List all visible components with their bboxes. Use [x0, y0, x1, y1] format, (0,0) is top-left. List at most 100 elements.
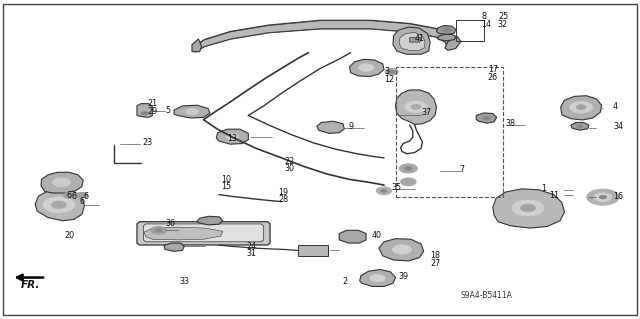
Circle shape: [577, 125, 583, 128]
Polygon shape: [317, 121, 344, 133]
Polygon shape: [410, 38, 421, 42]
Circle shape: [385, 69, 398, 75]
Text: 7: 7: [460, 165, 465, 174]
Polygon shape: [561, 96, 602, 120]
Circle shape: [576, 105, 586, 110]
Circle shape: [52, 178, 70, 187]
Polygon shape: [192, 39, 202, 52]
Text: 17: 17: [488, 65, 498, 74]
Polygon shape: [393, 27, 430, 54]
Polygon shape: [493, 189, 564, 228]
Polygon shape: [436, 26, 456, 34]
Circle shape: [381, 189, 387, 192]
Text: 35: 35: [392, 183, 402, 192]
Text: 29: 29: [147, 107, 157, 116]
Polygon shape: [438, 34, 456, 41]
Circle shape: [587, 189, 619, 205]
Text: 4: 4: [613, 102, 618, 111]
Circle shape: [483, 116, 490, 120]
Text: 41: 41: [415, 34, 425, 43]
Text: 22: 22: [285, 157, 295, 166]
Circle shape: [151, 226, 166, 234]
Text: 12: 12: [384, 75, 394, 84]
Text: 31: 31: [246, 249, 257, 258]
Text: 30: 30: [285, 164, 295, 173]
Polygon shape: [197, 216, 223, 225]
Circle shape: [401, 178, 416, 186]
Polygon shape: [143, 224, 264, 242]
Circle shape: [520, 204, 536, 212]
Text: 9: 9: [349, 122, 354, 130]
Text: 14: 14: [481, 20, 492, 29]
Text: 20: 20: [64, 231, 74, 240]
Text: 19: 19: [278, 188, 289, 197]
Circle shape: [43, 197, 75, 213]
Text: 32: 32: [498, 20, 508, 29]
Text: 38: 38: [506, 119, 516, 128]
Circle shape: [404, 167, 412, 170]
Circle shape: [442, 27, 452, 33]
Polygon shape: [195, 21, 448, 52]
Circle shape: [399, 164, 417, 173]
Polygon shape: [571, 122, 589, 130]
Circle shape: [512, 200, 544, 216]
Text: 23: 23: [142, 138, 152, 147]
Text: 33: 33: [179, 277, 189, 286]
Circle shape: [51, 201, 67, 209]
Text: 6: 6: [79, 197, 84, 206]
Text: 6: 6: [83, 192, 88, 201]
Bar: [298, 245, 328, 256]
Circle shape: [226, 133, 239, 140]
Polygon shape: [144, 227, 223, 240]
Text: 21: 21: [147, 99, 157, 108]
Circle shape: [388, 70, 395, 73]
Polygon shape: [174, 105, 210, 118]
Text: 6: 6: [72, 192, 77, 201]
Text: 34: 34: [613, 122, 623, 131]
Text: 37: 37: [421, 108, 431, 117]
Polygon shape: [137, 104, 152, 117]
Polygon shape: [41, 172, 83, 193]
Polygon shape: [399, 33, 425, 50]
Text: 10: 10: [221, 175, 231, 184]
Text: 28: 28: [278, 195, 289, 204]
Text: 26: 26: [488, 73, 498, 82]
Polygon shape: [349, 59, 384, 77]
Text: 27: 27: [430, 259, 440, 268]
Circle shape: [76, 192, 88, 198]
Polygon shape: [216, 129, 248, 144]
Polygon shape: [396, 90, 436, 124]
Text: 5: 5: [165, 106, 170, 115]
Text: 15: 15: [221, 182, 231, 191]
Text: S9A4-B5411A: S9A4-B5411A: [461, 291, 513, 300]
Text: 25: 25: [498, 12, 508, 21]
Text: 16: 16: [613, 192, 623, 201]
Polygon shape: [137, 222, 270, 245]
Circle shape: [411, 104, 421, 109]
Polygon shape: [360, 270, 396, 286]
Circle shape: [370, 274, 385, 282]
Text: 2: 2: [342, 277, 348, 286]
Text: 1: 1: [541, 184, 546, 193]
Circle shape: [186, 108, 198, 115]
Polygon shape: [379, 239, 424, 261]
Circle shape: [570, 101, 593, 113]
Polygon shape: [164, 243, 184, 251]
Text: 6: 6: [67, 191, 72, 200]
Bar: [456, 20, 484, 41]
Text: 40: 40: [371, 231, 381, 240]
Text: 8: 8: [481, 12, 486, 21]
Circle shape: [599, 195, 607, 199]
Polygon shape: [339, 230, 366, 243]
Circle shape: [594, 193, 612, 202]
Circle shape: [156, 229, 162, 232]
Text: 36: 36: [165, 219, 175, 228]
Circle shape: [141, 111, 148, 115]
Circle shape: [392, 245, 412, 254]
Circle shape: [376, 187, 392, 195]
Text: 13: 13: [227, 134, 237, 143]
Circle shape: [63, 192, 75, 198]
Polygon shape: [476, 113, 497, 123]
Text: 11: 11: [549, 191, 559, 200]
Polygon shape: [445, 37, 461, 50]
